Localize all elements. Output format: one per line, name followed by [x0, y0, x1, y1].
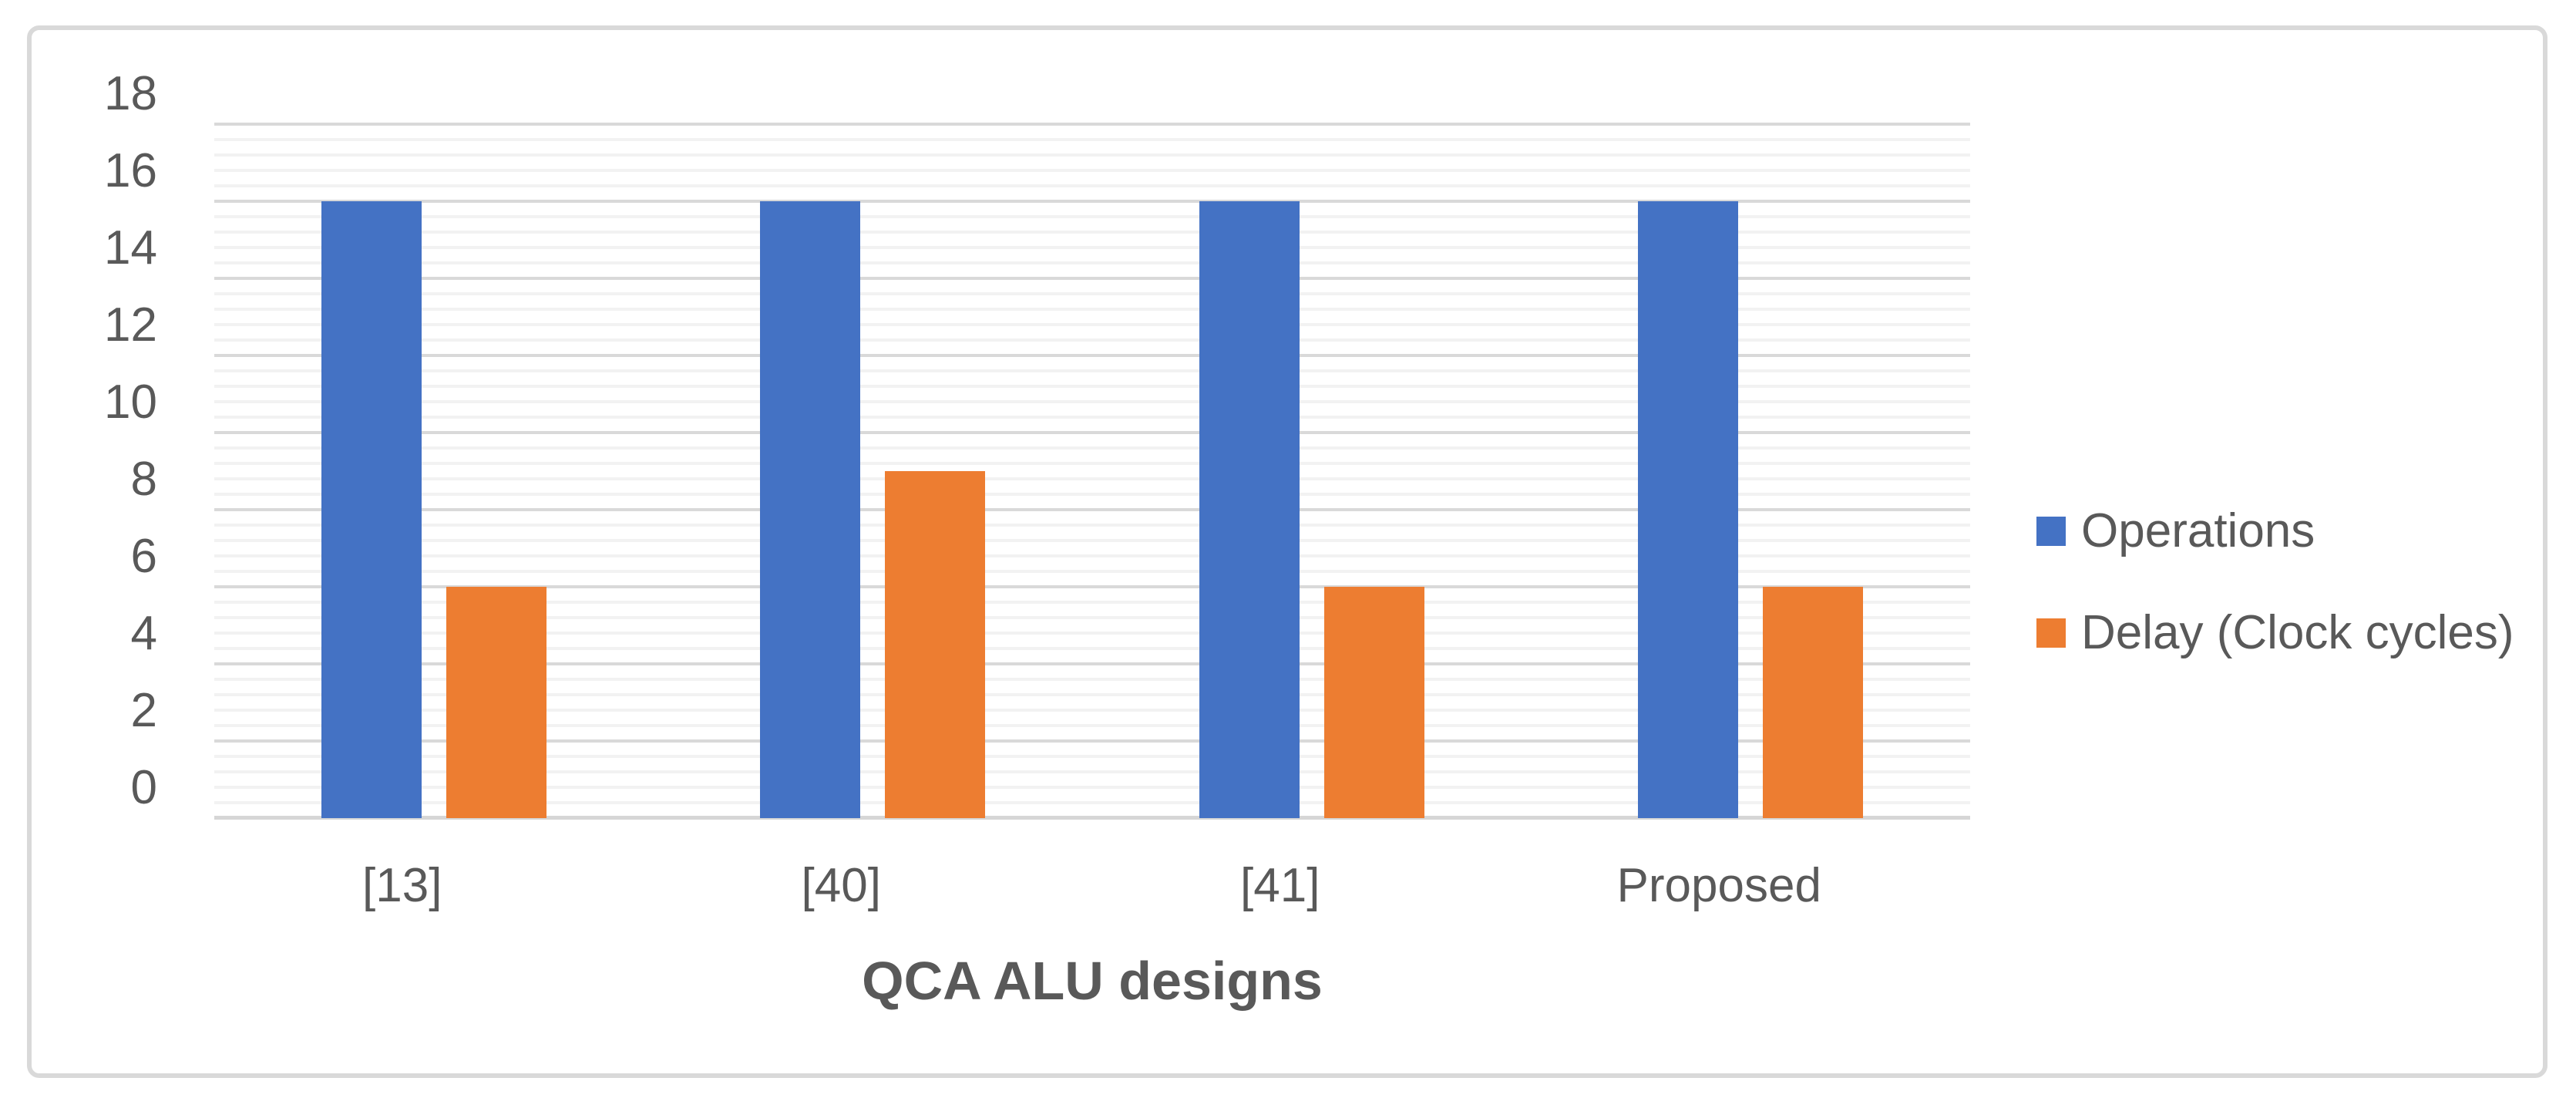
gridline-minor — [214, 693, 1970, 696]
gridline-minor — [214, 338, 1970, 342]
gridline-minor — [214, 215, 1970, 218]
gridline-major — [214, 739, 1970, 743]
x-category-label-41: [41] — [1240, 859, 1320, 912]
legend-item-delay-clock-cycles: Delay (Clock cycles) — [2036, 604, 2514, 662]
gridline-minor — [214, 616, 1970, 619]
y-tick-label-12: 12 — [104, 298, 157, 352]
gridline-major — [214, 662, 1970, 665]
gridline-minor — [214, 184, 1970, 187]
y-tick-label-2: 2 — [130, 684, 157, 737]
gridline-minor — [214, 169, 1970, 172]
gridline-minor — [214, 292, 1970, 295]
plot-area — [214, 123, 1970, 820]
bar-delay-clock-cycles-Proposed — [1763, 587, 1864, 818]
gridline-minor — [214, 647, 1970, 650]
gridline-minor — [214, 632, 1970, 635]
gridline-minor — [214, 601, 1970, 604]
bar-delay-clock-cycles-13 — [446, 587, 546, 818]
gridline-major — [214, 277, 1970, 280]
legend-swatch-icon — [2036, 517, 2066, 546]
gridline-minor — [214, 308, 1970, 311]
legend-label: Delay (Clock cycles) — [2081, 606, 2514, 659]
gridline-minor — [214, 138, 1970, 141]
x-axis-line — [214, 816, 1970, 820]
x-category-label-13: [13] — [362, 859, 442, 912]
bar-delay-clock-cycles-41 — [1323, 587, 1424, 818]
gridline-minor — [214, 400, 1970, 403]
bar-operations-Proposed — [1638, 201, 1739, 818]
gridline-minor — [214, 416, 1970, 419]
gridline-minor — [214, 153, 1970, 157]
gridline-minor — [214, 755, 1970, 758]
gridline-minor — [214, 709, 1970, 712]
bar-operations-13 — [321, 201, 422, 818]
gridline-minor — [214, 462, 1970, 465]
gridline-minor — [214, 446, 1970, 450]
gridline-minor — [214, 786, 1970, 789]
bar-operations-40 — [760, 201, 861, 818]
gridline-major — [214, 123, 1970, 126]
legend-label: Operations — [2081, 504, 2315, 557]
gridline-minor — [214, 493, 1970, 496]
gridline-minor — [214, 524, 1970, 527]
gridline-minor — [214, 323, 1970, 326]
bar-delay-clock-cycles-40 — [885, 471, 986, 818]
y-tick-label-8: 8 — [130, 453, 157, 506]
gridline-minor — [214, 385, 1970, 388]
y-tick-label-10: 10 — [104, 376, 157, 429]
y-tick-label-18: 18 — [104, 67, 157, 120]
bar-operations-41 — [1199, 201, 1300, 818]
chart-frame: 0 2 4 6 8 10 12 14 16 18 [13] [40] [41] Proposed QCA… — [27, 25, 2547, 1078]
gridline-minor — [214, 477, 1970, 480]
gridline-minor — [214, 801, 1970, 804]
x-axis-title: QCA ALU designs — [862, 951, 1323, 1011]
gridline-minor — [214, 770, 1970, 773]
gridline-minor — [214, 678, 1970, 681]
x-category-label-40: [40] — [801, 859, 881, 912]
gridline-minor — [214, 570, 1970, 573]
gridline-major — [214, 354, 1970, 357]
gridline-minor — [214, 231, 1970, 234]
legend-item-operations: Operations — [2036, 502, 2315, 561]
gridline-minor — [214, 246, 1970, 249]
y-tick-label-14: 14 — [104, 221, 157, 274]
gridline-minor — [214, 369, 1970, 372]
gridline-major — [214, 431, 1970, 434]
y-tick-label-16: 16 — [104, 144, 157, 197]
gridline-minor — [214, 724, 1970, 727]
y-tick-label-0: 0 — [130, 761, 157, 814]
y-tick-label-6: 6 — [130, 530, 157, 583]
gridline-minor — [214, 554, 1970, 557]
gridline-minor — [214, 261, 1970, 264]
gridline-major — [214, 585, 1970, 588]
gridline-major — [214, 200, 1970, 203]
legend-swatch-icon — [2036, 618, 2066, 648]
gridline-minor — [214, 539, 1970, 542]
x-category-label-Proposed: Proposed — [1616, 859, 1821, 912]
gridline-major — [214, 508, 1970, 511]
y-tick-label-4: 4 — [130, 607, 157, 660]
